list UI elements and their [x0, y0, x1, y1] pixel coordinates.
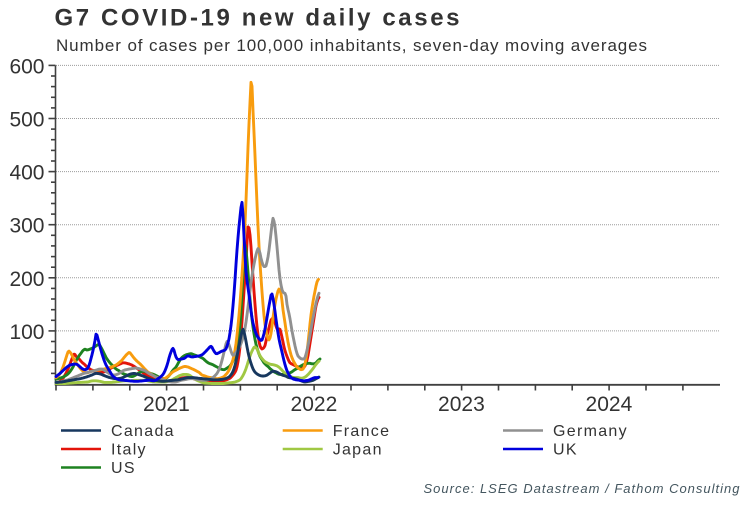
svg-text:100: 100 [9, 321, 44, 344]
svg-text:400: 400 [9, 162, 44, 185]
svg-text:France: France [333, 423, 391, 440]
svg-text:Source: LSEG Datastream / Fath: Source: LSEG Datastream / Fathom Consult… [424, 481, 741, 496]
svg-text:Canada: Canada [111, 423, 175, 440]
svg-text:500: 500 [9, 109, 44, 132]
svg-text:Japan: Japan [333, 442, 383, 459]
svg-text:200: 200 [9, 268, 44, 291]
svg-text:Germany: Germany [553, 423, 628, 440]
svg-text:US: US [111, 460, 136, 477]
svg-text:2021: 2021 [143, 393, 190, 416]
svg-text:300: 300 [9, 215, 44, 238]
svg-text:2023: 2023 [438, 393, 485, 416]
svg-text:600: 600 [9, 55, 44, 78]
svg-text:Number of cases per 100,000 in: Number of cases per 100,000 inhabitants,… [56, 36, 647, 55]
svg-text:UK: UK [553, 442, 578, 459]
svg-text:Italy: Italy [111, 442, 147, 459]
svg-text:2024: 2024 [586, 393, 633, 416]
svg-text:2022: 2022 [291, 393, 338, 416]
